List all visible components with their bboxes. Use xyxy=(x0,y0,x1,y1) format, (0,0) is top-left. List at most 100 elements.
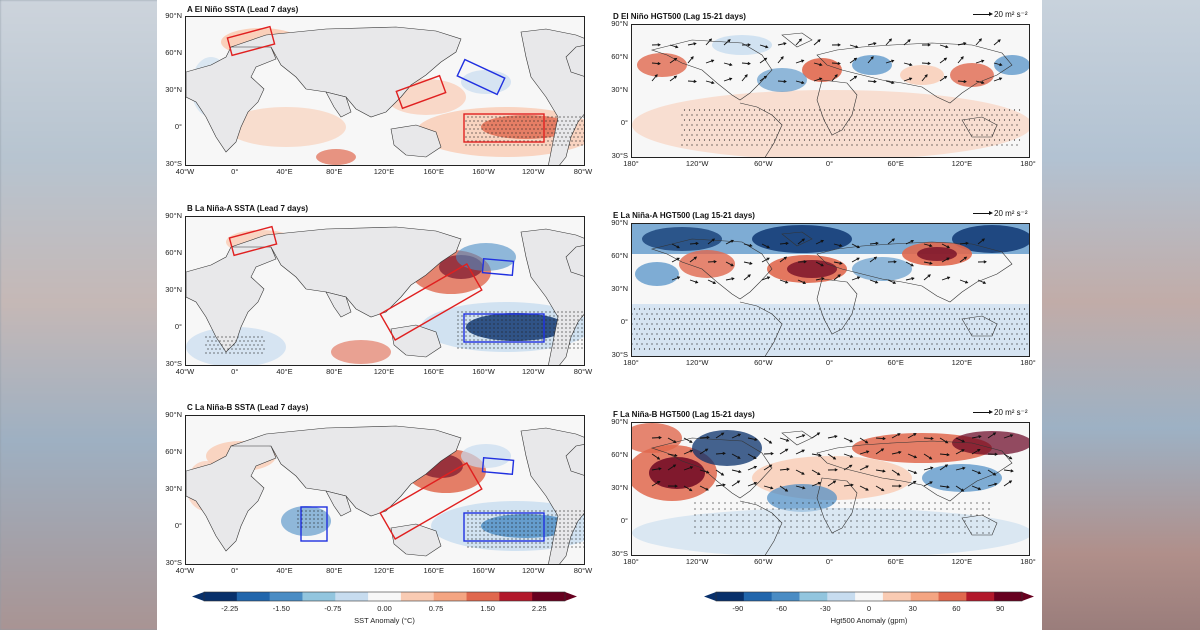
longitude-tick-label: 60°E xyxy=(887,557,904,566)
longitude-tick-label: 0° xyxy=(825,159,834,168)
colorbar-extend-max xyxy=(565,592,577,601)
latitude-tick-label: 30°S xyxy=(165,159,182,168)
longitude-tick-label: 40°E xyxy=(276,367,293,376)
latitude-tick-label: 0° xyxy=(174,122,182,131)
colorbar-swatch xyxy=(910,592,940,601)
anomaly-patch xyxy=(679,250,735,278)
longitude-tick-label: 180° xyxy=(623,557,639,566)
colorbar-tick-label: 2.25 xyxy=(531,604,547,613)
longitude-tick-label: 120°W xyxy=(521,167,545,176)
reference-vector: 20 m² s⁻² xyxy=(973,408,1028,417)
longitude-tick-label: 40°E xyxy=(276,566,293,575)
reference-vector-label: 20 m² s⁻² xyxy=(994,209,1028,218)
colorbar-tick-label: -0.75 xyxy=(324,604,342,613)
panel-title: D El Niño HGT500 (Lag 15-21 days) xyxy=(613,12,746,21)
coastlines xyxy=(650,32,1013,157)
panel-title: C La Niña-B SSTA (Lead 7 days) xyxy=(187,403,309,412)
longitude-tick-label: 60°W xyxy=(754,159,773,168)
latitude-tick-label: 60°N xyxy=(165,48,182,57)
anomaly-patch xyxy=(649,457,705,489)
colorbar-swatch xyxy=(335,592,369,601)
longitude-tick-label: 60°W xyxy=(754,557,773,566)
colorbar-extend-min xyxy=(192,592,204,601)
longitude-tick-label: 160°E xyxy=(423,566,445,575)
land-mask xyxy=(186,226,584,365)
anomaly-patch xyxy=(226,107,346,147)
longitude-tick-label: 120°E xyxy=(373,167,395,176)
colorbar-swatch xyxy=(716,592,745,601)
longitude-tick-label: 80°W xyxy=(573,167,593,176)
significance-stippling xyxy=(632,308,1029,350)
longitude-tick-label: 120°E xyxy=(951,557,973,566)
latitude-tick-label: 30°N xyxy=(611,483,628,492)
longitude-tick-label: 180° xyxy=(1020,557,1036,566)
anomaly-patch xyxy=(466,313,566,341)
longitude-tick-label: 0° xyxy=(231,566,239,575)
panel-title: E La Niña-A HGT500 (Lag 15-21 days) xyxy=(613,211,755,220)
anomaly-patch xyxy=(635,262,679,286)
reference-vector-label: 20 m² s⁻² xyxy=(994,408,1028,417)
longitude-tick-label: 120°E xyxy=(951,358,973,367)
anomaly-patch xyxy=(802,58,842,82)
latitude-tick-label: 30°N xyxy=(611,284,628,293)
colorbar-label: Hgt500 Anomaly (gpm) xyxy=(830,616,908,625)
anomaly-patch xyxy=(922,464,1002,492)
colorbar-swatch xyxy=(236,592,271,601)
colorbar-swatch xyxy=(827,592,856,601)
predictor-region-box xyxy=(481,456,515,476)
map-canvas xyxy=(186,416,584,564)
reference-vector: 20 m² s⁻² xyxy=(973,209,1028,218)
colorbar-swatch xyxy=(994,592,1023,601)
panel-b: B La Niña-A SSTA (Lead 7 days) 90°N 60°N 3… xyxy=(157,199,597,394)
latitude-tick-label: 90°N xyxy=(165,211,182,220)
panel-title: F La Niña-B HGT500 (Lag 15-21 days) xyxy=(613,410,755,419)
longitude-tick-label: 120°E xyxy=(373,367,395,376)
longitude-tick-label: 180° xyxy=(623,358,639,367)
longitude-tick-label: 180° xyxy=(1020,159,1036,168)
anomaly-patch xyxy=(186,327,286,365)
latitude-tick-label: 0° xyxy=(620,317,628,326)
colorbar-swatch xyxy=(743,592,773,601)
anomaly-patch xyxy=(852,257,912,281)
colorbar-tick-label: -90 xyxy=(732,604,744,613)
colorbar-tick-label: 90 xyxy=(995,604,1005,613)
wave-activity-flux-vectors xyxy=(671,238,987,284)
colorbar-tick-label: -1.50 xyxy=(272,604,290,613)
predictor-region-box xyxy=(228,225,278,257)
colorbar-swatch xyxy=(204,592,238,601)
predictor-region-box xyxy=(300,506,328,542)
predictor-region-box xyxy=(456,58,506,96)
longitude-tick-label: 80°W xyxy=(573,367,593,376)
anomaly-patch xyxy=(316,149,356,165)
anomaly-patch xyxy=(281,506,331,536)
colorbar-swatch xyxy=(400,592,435,601)
latitude-tick-label: 30°S xyxy=(165,558,182,567)
longitude-tick-label: 40°W xyxy=(175,367,195,376)
anomaly-patch xyxy=(632,508,1029,555)
colorbar-swatch xyxy=(499,592,533,601)
anomaly-patch xyxy=(917,247,957,261)
arrow-icon xyxy=(973,410,993,415)
colorbar-swatch xyxy=(855,592,884,601)
hgt500-map xyxy=(631,422,1030,556)
anomaly-patch xyxy=(950,63,994,87)
reference-vector: 20 m² s⁻² xyxy=(973,10,1028,19)
colorbar-swatch xyxy=(466,592,500,601)
longitude-tick-label: 120°W xyxy=(521,367,545,376)
longitude-tick-label: 0° xyxy=(231,367,239,376)
latitude-tick-label: 30°N xyxy=(165,85,182,94)
latitude-tick-label: 90°N xyxy=(611,218,628,227)
wave-activity-flux-vectors xyxy=(651,432,1014,492)
anomaly-patch xyxy=(900,65,944,85)
anomaly-patch xyxy=(767,484,837,512)
colorbar-tick-label: 30 xyxy=(908,604,917,613)
colorbar-swatch xyxy=(532,592,566,601)
significance-stippling xyxy=(467,510,584,548)
longitude-tick-label: 120°W xyxy=(685,557,709,566)
hgt500-map xyxy=(631,223,1030,357)
latitude-tick-label: 30°S xyxy=(165,359,182,368)
composite-figure: A El Niño SSTA (Lead 7 days) 90°N 60°N 30°… xyxy=(157,0,1042,630)
sst-map xyxy=(185,216,585,366)
longitude-tick-label: 60°E xyxy=(887,159,904,168)
predictor-region-box xyxy=(226,25,276,57)
